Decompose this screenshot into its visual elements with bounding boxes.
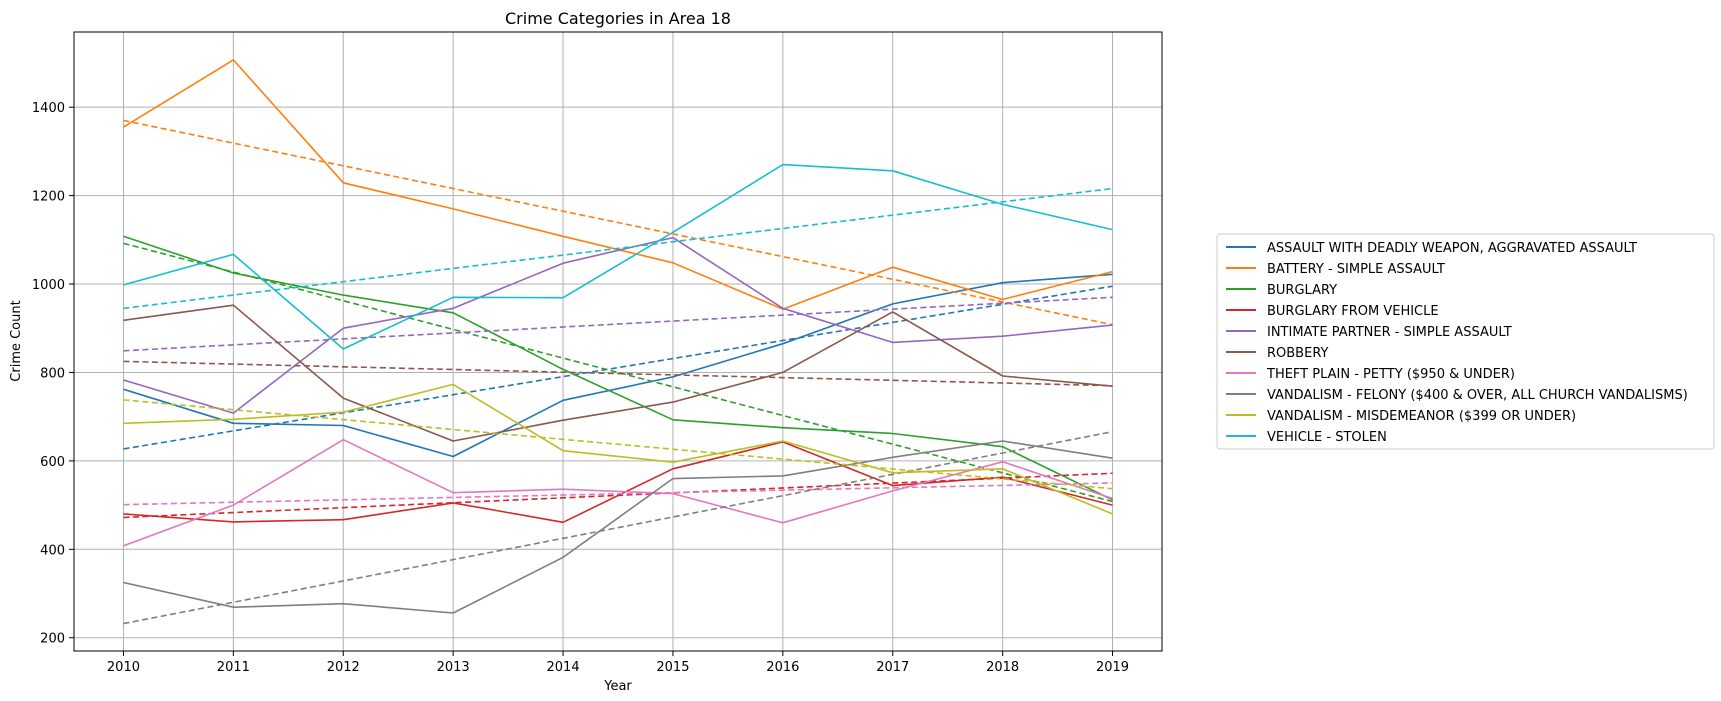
legend-label: VANDALISM - MISDEMEANOR ($399 OR UNDER): [1267, 409, 1576, 424]
legend-label: BURGLARY: [1267, 283, 1337, 298]
series-line: [123, 383, 1113, 515]
series-line: [123, 163, 1113, 350]
trend-line: [123, 472, 1113, 519]
series-line: [123, 304, 1113, 442]
trend-line: [123, 296, 1113, 352]
y-tick-label: 1200: [32, 190, 65, 205]
series-line: [123, 273, 1113, 458]
legend-label: ROBBERY: [1267, 346, 1329, 361]
x-tick-label: 2018: [986, 660, 1019, 675]
legend-label: BATTERY - SIMPLE ASSAULT: [1267, 262, 1445, 277]
x-tick-label: 2011: [217, 660, 250, 675]
y-tick-label: 400: [40, 543, 65, 558]
series-line: [123, 440, 1113, 614]
y-tick-label: 1000: [32, 278, 65, 293]
x-tick-label: 2012: [327, 660, 360, 675]
trend-line: [123, 399, 1113, 490]
trend-line: [123, 360, 1113, 387]
x-tick-label: 2016: [766, 660, 799, 675]
trend-line: [123, 119, 1113, 326]
series-line: [123, 59, 1113, 311]
series-line: [123, 438, 1113, 547]
chart-title: Crime Categories in Area 18: [505, 9, 731, 28]
plot-area-frame: [73, 31, 1163, 652]
y-tick-label: 200: [40, 632, 65, 647]
legend-box: [1216, 233, 1715, 450]
legend-label: BURGLARY FROM VEHICLE: [1267, 304, 1439, 319]
trend-line: [123, 187, 1113, 310]
x-tick-label: 2017: [876, 660, 909, 675]
series-line: [123, 235, 1113, 501]
legend-label: THEFT PLAIN - PETTY ($950 & UNDER): [1266, 367, 1515, 382]
y-axis-label: Crime Count: [9, 300, 24, 381]
x-axis: 2010 2011 2012 2013 2014 2015 2016 2017 2018 2019: [107, 651, 1129, 675]
x-tick-label: 2014: [547, 660, 580, 675]
x-tick-label: 2015: [656, 660, 689, 675]
legend-label: ASSAULT WITH DEADLY WEAPON, AGGRAVATED A…: [1267, 241, 1637, 256]
y-tick-label: 600: [40, 455, 65, 470]
x-tick-label: 2013: [437, 660, 470, 675]
legend-label: VEHICLE - STOLEN: [1267, 430, 1387, 445]
y-tick-label: 1400: [32, 101, 65, 116]
y-tick-label: 800: [40, 366, 65, 381]
x-tick-label: 2010: [107, 660, 140, 675]
grid-lines: [74, 32, 1162, 651]
x-axis-label: Year: [603, 679, 632, 694]
legend-label: INTIMATE PARTNER - SIMPLE ASSAULT: [1267, 325, 1512, 340]
series-layer: [123, 59, 1113, 625]
trend-line: [123, 430, 1113, 625]
y-axis: 200 400 600 800 1000 1200 1400: [32, 101, 74, 647]
legend: ASSAULT WITH DEADLY WEAPON, AGGRAVATED A…: [1216, 233, 1715, 450]
x-tick-label: 2019: [1096, 660, 1129, 675]
trend-line: [123, 482, 1113, 506]
series-line: [123, 236, 1113, 414]
trend-line: [123, 285, 1113, 450]
legend-label: VANDALISM - FELONY ($400 & OVER, ALL CHU…: [1267, 388, 1688, 403]
